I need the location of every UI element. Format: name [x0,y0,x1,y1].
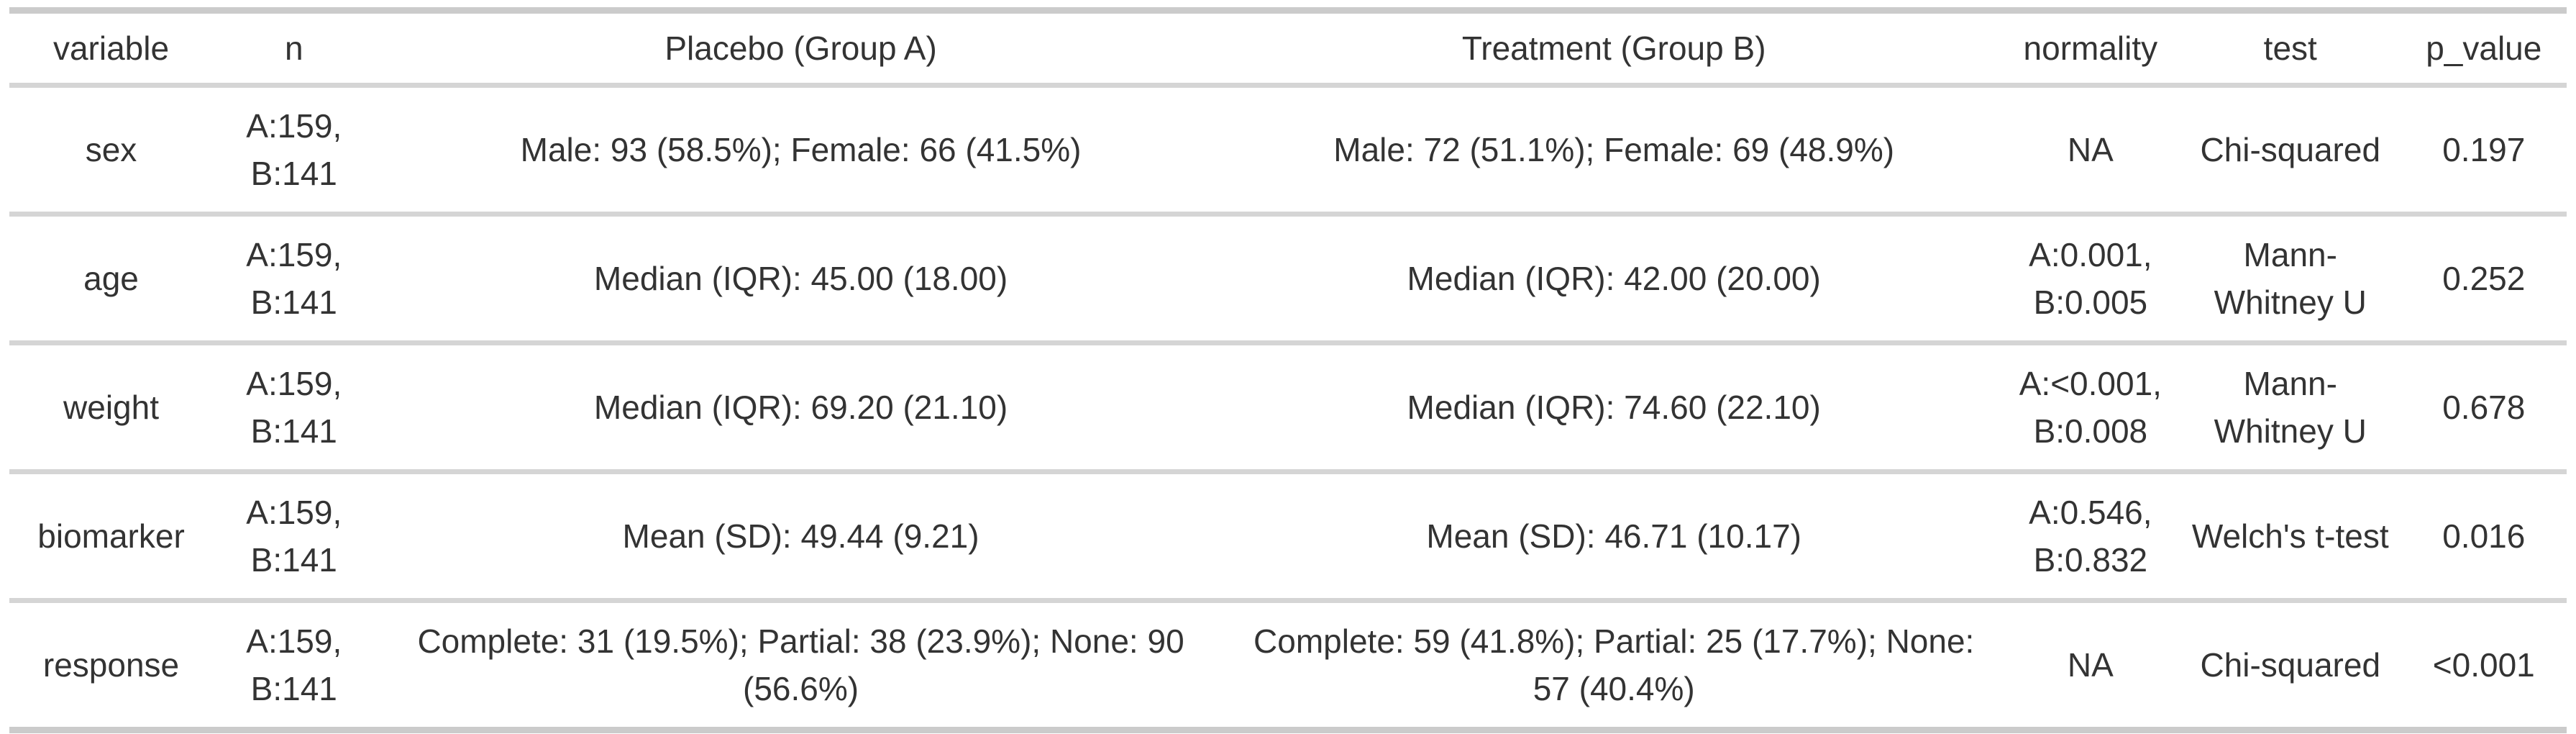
cell-treatment: Median (IQR): 42.00 (20.00) [1226,212,2001,343]
table-row: biomarker A:159, B:141 Mean (SD): 49.44 (9… [9,469,2567,601]
cell-treatment: Median (IQR): 74.60 (22.10) [1226,340,2001,472]
cell-n: A:159, B:141 [213,212,375,343]
cell-p_value: 0.678 [2401,340,2567,472]
column-header-placebo: Placebo (Group A) [375,10,1227,88]
table-row: weight A:159, B:141 Median (IQR): 69.20 (2… [9,340,2567,472]
cell-test: Mann-Whitney U [2179,212,2401,343]
cell-placebo: Complete: 31 (19.5%); Partial: 38 (23.9%… [375,598,1227,730]
column-header-treatment: Treatment (Group B) [1226,10,2001,88]
cell-test: Chi-squared [2200,131,2381,168]
cell-placebo: Mean (SD): 49.44 (9.21) [375,469,1227,601]
cell-test: Mann-Whitney U [2179,340,2401,472]
cell-test: Chi-squared [2179,598,2401,730]
cell-treatment: Male: 72 (51.1%); Female: 69 (48.9%) [1333,131,1895,168]
cell-test: Welch's t-test [2179,469,2401,601]
column-header-variable: variable [9,10,214,88]
cell-variable: biomarker [9,469,214,601]
table-header: variable n Placebo (Group A) Treatment (Gro… [9,10,2567,88]
column-header-n: n [213,10,375,88]
cell-treatment: Mean (SD): 46.71 (10.17) [1226,469,2001,601]
cell-n: A:159, B:141 [246,107,342,192]
cell-p_value: 0.016 [2401,469,2567,601]
cell-p_value: <0.001 [2401,598,2567,730]
column-header-normality: normality [2001,10,2180,88]
table-body: sex A:159, B:141 Male: 93 (58.5%); Female:… [9,86,2567,730]
cell-normality: A:0.001, B:0.005 [2001,212,2180,343]
cell-variable: weight [9,340,214,472]
cell-n: A:159, B:141 [213,340,375,472]
column-header-test: test [2179,10,2401,88]
cell-placebo: Median (IQR): 45.00 (18.00) [375,212,1227,343]
cell-p_value: 0.252 [2401,212,2567,343]
header-row: variable n Placebo (Group A) Treatment (Gro… [9,10,2567,88]
cell-n: A:159, B:141 [213,598,375,730]
cell-p_value: 0.197 [2442,131,2526,168]
cell-placebo: Median (IQR): 69.20 (21.10) [375,340,1227,472]
cell-variable: response [9,598,214,730]
cell-treatment: Complete: 59 (41.8%); Partial: 25 (17.7%… [1226,598,2001,730]
summary-statistics-table: variable n Placebo (Group A) Treatment (Gro… [9,7,2567,733]
table-row: sex A:159, B:141 Male: 93 (58.5%); Female:… [9,86,2567,214]
table-row: age A:159, B:141 Median (IQR): 45.00 (18.0… [9,212,2567,343]
cell-variable: age [9,212,214,343]
cell-normality: A:0.546, B:0.832 [2001,469,2180,601]
cell-placebo: Male: 93 (58.5%); Female: 66 (41.5%) [520,131,1082,168]
cell-normality: NA [2067,131,2114,168]
cell-normality: NA [2001,598,2180,730]
cell-normality: A:<0.001, B:0.008 [2001,340,2180,472]
cell-variable: sex [85,131,137,168]
column-header-p_value: p_value [2401,10,2567,88]
cell-n: A:159, B:141 [213,469,375,601]
table-row: response A:159, B:141 Complete: 31 (19.5%)… [9,598,2567,730]
